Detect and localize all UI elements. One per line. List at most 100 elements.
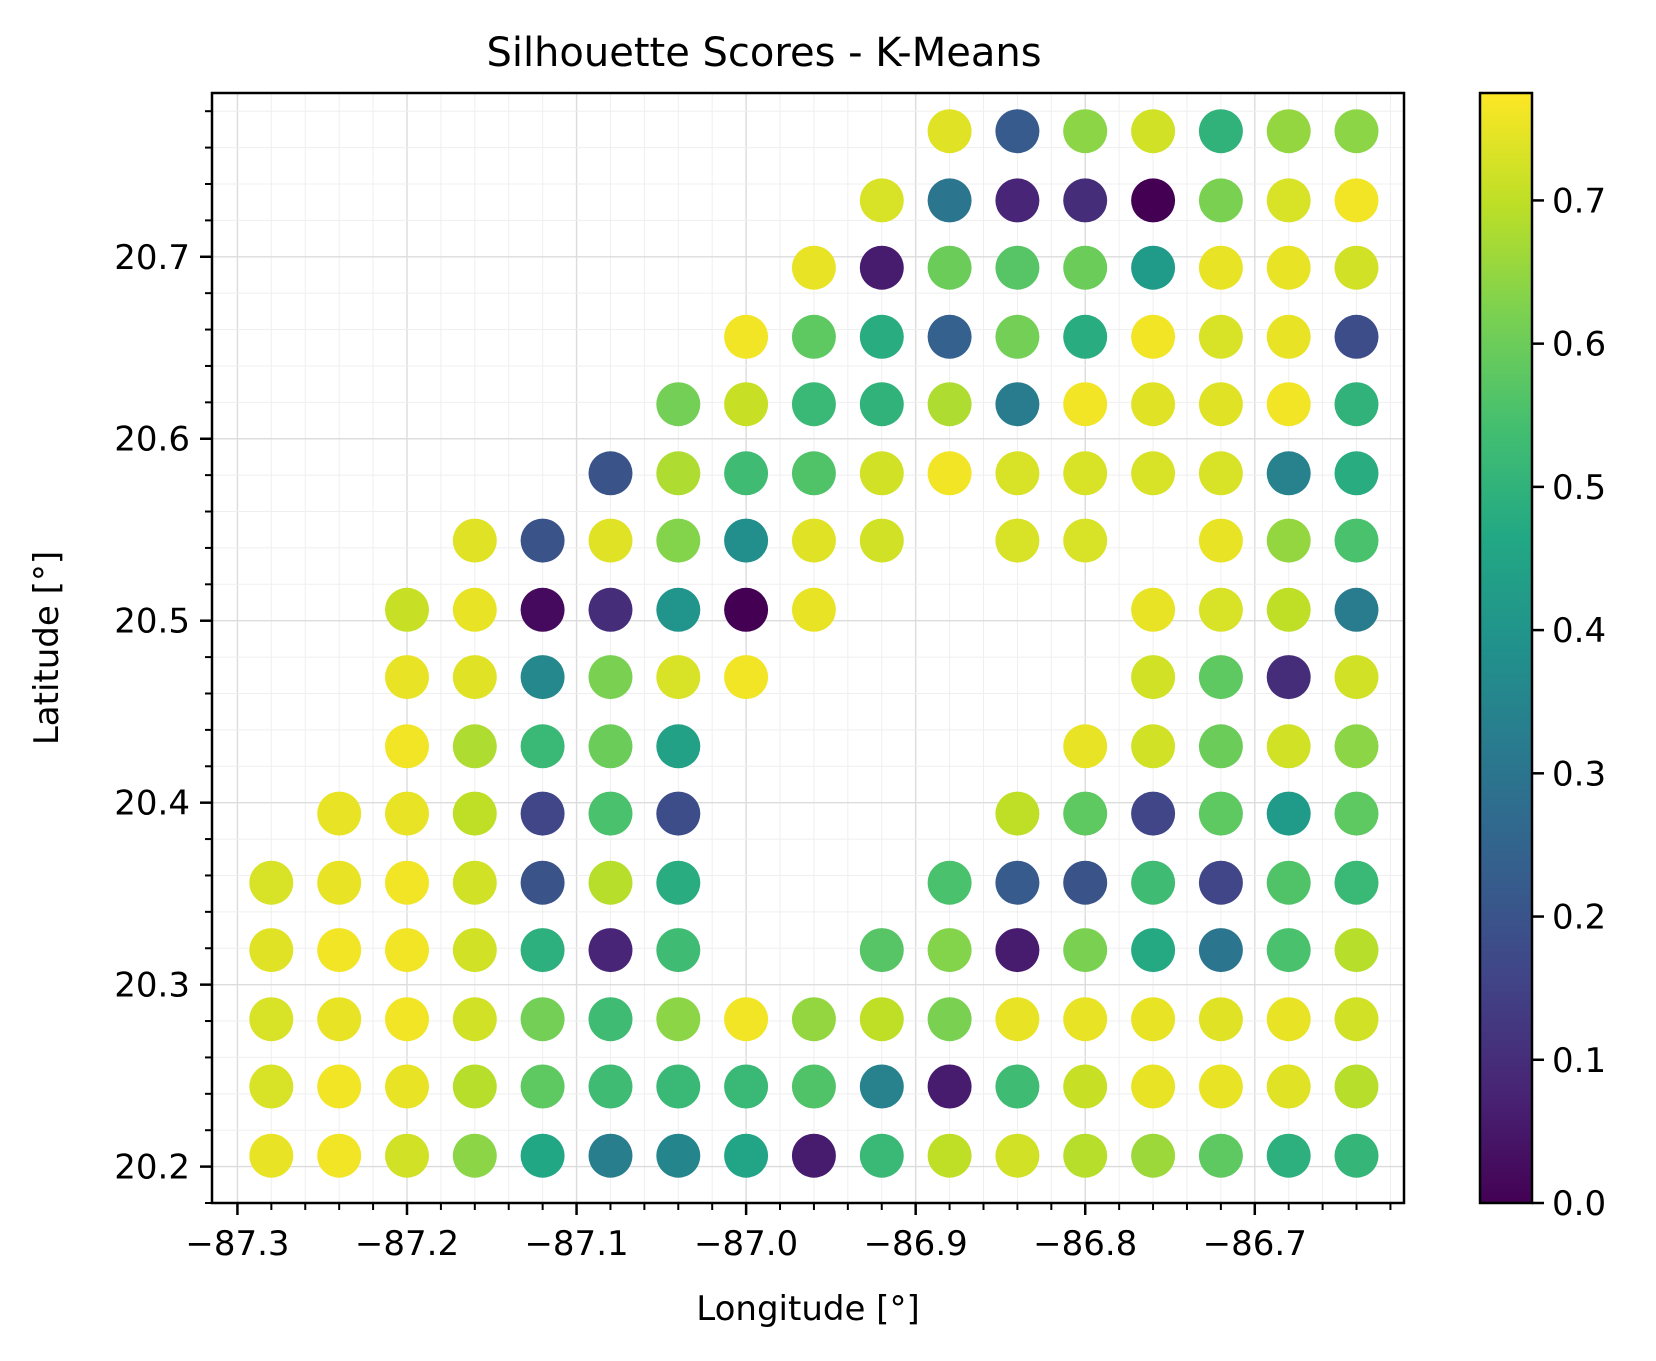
scatter-point	[791, 314, 836, 359]
scatter-point	[1063, 382, 1108, 427]
y-tick-label: 20.5	[114, 602, 190, 642]
scatter-point	[520, 1064, 565, 1109]
scatter-point	[588, 860, 633, 905]
scatter-point	[995, 451, 1040, 496]
scatter-point	[859, 518, 904, 563]
scatter-point	[656, 860, 701, 905]
scatter-point	[1266, 245, 1311, 290]
scatter-point	[1198, 518, 1243, 563]
scatter-point	[1131, 314, 1176, 359]
colorbar-gradient	[1478, 91, 1534, 1205]
y-tick-label: 20.3	[114, 966, 190, 1006]
scatter-point	[724, 1133, 769, 1178]
scatter-point	[249, 1064, 294, 1109]
scatter-point	[656, 1064, 701, 1109]
scatter-point	[1198, 1133, 1243, 1178]
scatter-point	[385, 724, 429, 769]
scatter-point	[927, 109, 972, 154]
scatter-point	[452, 1133, 497, 1178]
x-axis-label: Longitude [°]	[696, 1289, 919, 1329]
scatter-point	[1334, 1064, 1379, 1109]
scatter-point	[317, 860, 362, 905]
scatter-point	[1131, 860, 1176, 905]
scatter-point	[1334, 245, 1379, 290]
scatter-point	[1266, 518, 1311, 563]
scatter-point	[995, 1064, 1040, 1109]
scatter-point	[317, 1064, 362, 1109]
scatter-point	[1266, 109, 1311, 154]
scatter-point	[1334, 109, 1379, 154]
scatter-point	[927, 451, 972, 496]
x-tick-label: −86.8	[1033, 1224, 1137, 1264]
scatter-point	[520, 997, 565, 1042]
scatter-point	[724, 587, 769, 632]
scatter-point	[1266, 791, 1311, 836]
scatter-point	[1131, 382, 1176, 427]
scatter-point	[995, 178, 1040, 223]
scatter-point	[1266, 655, 1311, 700]
scatter-point	[656, 655, 701, 700]
scatter-point	[791, 518, 836, 563]
scatter-point	[1266, 314, 1311, 359]
scatter-point	[385, 1064, 429, 1109]
scatter-point	[791, 997, 836, 1042]
scatter-point	[385, 587, 429, 632]
scatter-point	[588, 1133, 633, 1178]
scatter-point	[1198, 178, 1243, 223]
scatter-point	[1198, 382, 1243, 427]
scatter-point	[1198, 451, 1243, 496]
scatter-point	[452, 860, 497, 905]
scatter-point	[385, 655, 429, 700]
scatter-point	[520, 518, 565, 563]
scatter-point	[724, 518, 769, 563]
scatter-point	[1063, 245, 1108, 290]
scatter-point	[1131, 997, 1176, 1042]
colorbar-tick-label: 0.0	[1552, 1184, 1606, 1224]
scatter-point	[317, 791, 362, 836]
scatter-point	[1063, 178, 1108, 223]
scatter-point	[1131, 1133, 1176, 1178]
scatter-point	[385, 860, 429, 905]
scatter-point	[656, 587, 701, 632]
scatter-point	[1334, 1133, 1379, 1178]
scatter-point	[1334, 928, 1379, 973]
scatter-point	[995, 1133, 1040, 1178]
scatter-point	[656, 1133, 701, 1178]
x-axis: −87.3 −87.2 −87.1 −87.0 −86.9 −86.8 −86.7	[185, 1203, 1392, 1264]
scatter-point	[1266, 382, 1311, 427]
scatter-point	[317, 997, 362, 1042]
scatter-point	[995, 860, 1040, 905]
y-tick-label: 20.4	[114, 784, 190, 824]
scatter-point	[1063, 109, 1108, 154]
scatter-point	[452, 587, 497, 632]
scatter-point	[724, 382, 769, 427]
scatter-point	[520, 587, 565, 632]
scatter-point	[588, 518, 633, 563]
scatter-point	[317, 1133, 362, 1178]
scatter-point	[1063, 314, 1108, 359]
scatter-point	[995, 382, 1040, 427]
scatter-point	[588, 791, 633, 836]
x-tick-label: −87.0	[694, 1224, 798, 1264]
colorbar-tick-label: 0.7	[1552, 181, 1606, 221]
scatter-point	[656, 451, 701, 496]
scatter-point	[724, 655, 769, 700]
scatter-point	[588, 587, 633, 632]
x-tick-label: −86.9	[864, 1224, 968, 1264]
scatter-point	[588, 1064, 633, 1109]
scatter-point	[656, 997, 701, 1042]
scatter-point	[995, 314, 1040, 359]
scatter-point	[791, 451, 836, 496]
scatter-point	[1198, 245, 1243, 290]
colorbar-tick-label: 0.5	[1552, 468, 1606, 508]
y-tick-label: 20.2	[114, 1148, 190, 1188]
x-tick-label: −87.3	[185, 1224, 289, 1264]
scatter-point	[1198, 655, 1243, 700]
scatter-point	[249, 1133, 294, 1178]
scatter-point	[1131, 245, 1176, 290]
scatter-point	[1063, 724, 1108, 769]
scatter-point	[791, 1064, 836, 1109]
scatter-point	[1266, 724, 1311, 769]
scatter-point	[1131, 587, 1176, 632]
scatter-point	[520, 860, 565, 905]
